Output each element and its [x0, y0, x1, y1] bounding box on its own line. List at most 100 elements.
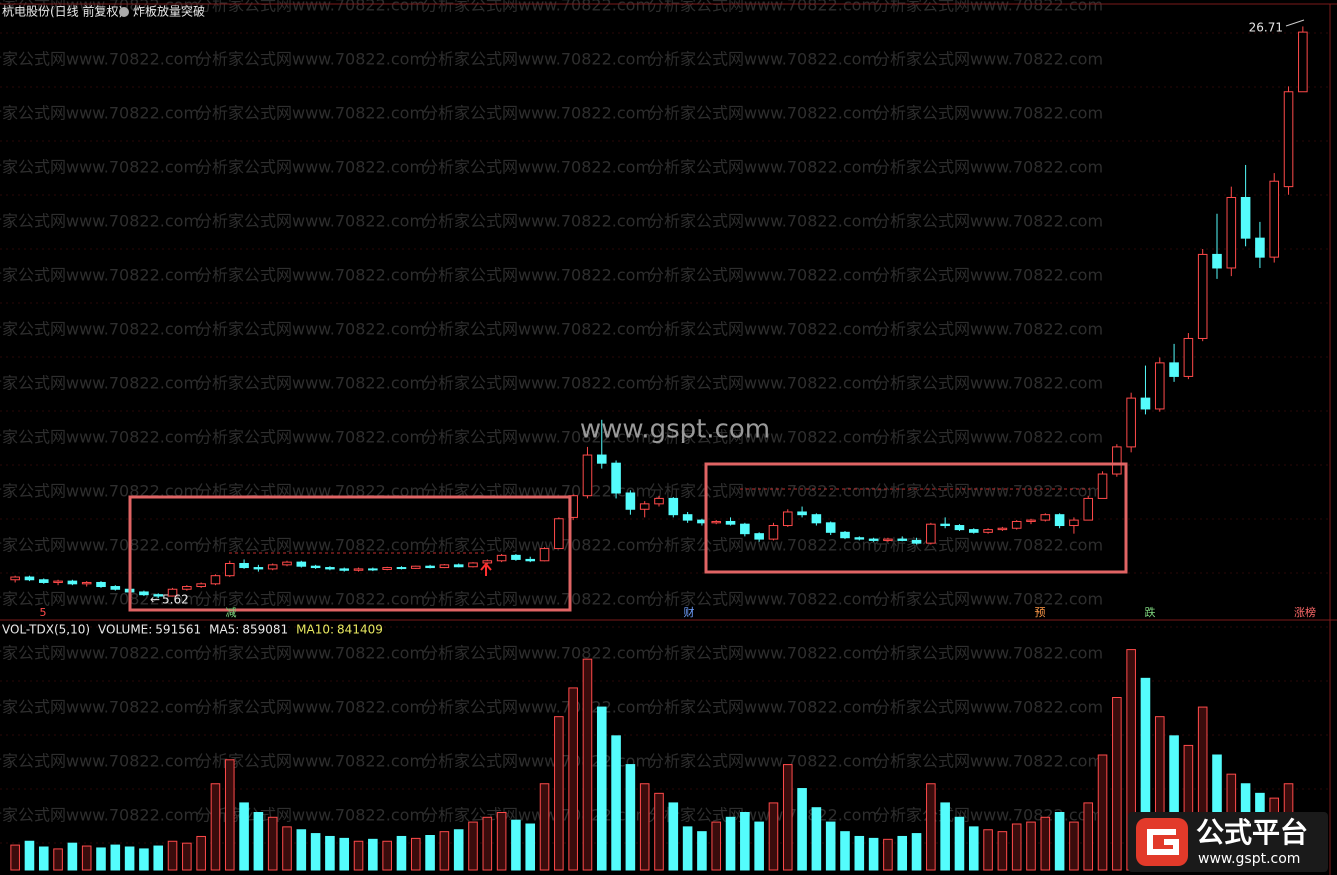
background-text: 分析家公式网www.70822.com	[422, 266, 651, 285]
candle-body	[596, 454, 607, 464]
volume-bar	[425, 835, 435, 871]
volume-bar	[611, 735, 621, 871]
volume-bar	[911, 833, 922, 871]
volume-bar	[811, 807, 822, 871]
background-text: 分析家公式网www.70822.com	[422, 104, 651, 123]
background-text: 分析家公式网www.70822.com	[648, 590, 877, 609]
candle-body	[911, 539, 922, 544]
volume-bar	[697, 831, 707, 871]
background-text: 分析家公式网www.70822.com	[196, 536, 425, 555]
candle-body	[611, 462, 621, 494]
volume-bar	[482, 816, 493, 871]
candle-body	[740, 523, 750, 535]
volume-bar	[782, 764, 793, 871]
volume-bar	[1054, 812, 1065, 871]
volume-bar	[67, 842, 78, 871]
background-text: 分析家公式网www.70822.com	[874, 0, 1103, 15]
candle-body	[868, 538, 879, 541]
background-text: 分析家公式网www.70822.com	[874, 752, 1103, 771]
candle-body	[511, 554, 521, 560]
volume-bar	[668, 802, 679, 871]
candle-body	[410, 565, 421, 569]
volume-bar	[224, 759, 235, 871]
background-text: 分析家公式网www.70822.com	[422, 752, 651, 771]
volume-bar	[468, 821, 478, 871]
background-text: 分析家公式网www.70822.com	[0, 266, 199, 285]
candle-body	[1212, 253, 1222, 269]
candle-body	[1126, 397, 1136, 448]
background-text: 分析家公式网www.70822.com	[422, 0, 651, 15]
min-label: 5.62	[162, 593, 189, 607]
candle-body	[711, 520, 722, 524]
volume-bar	[854, 835, 865, 871]
volume-bar	[410, 837, 421, 871]
volume-name: VOL-TDX(5,10)	[2, 623, 90, 637]
background-text: 分析家公式网www.70822.com	[0, 590, 199, 609]
volume-bar	[554, 716, 564, 871]
volume-bar	[1026, 821, 1036, 871]
watermark: www.gspt.com	[580, 415, 770, 445]
logo-glyph	[1147, 829, 1179, 855]
background-text: 分析家公式网www.70822.com	[874, 104, 1103, 123]
candle-body	[1140, 397, 1151, 410]
volume-bar	[38, 846, 49, 871]
volume-bar	[496, 812, 507, 871]
candle-body	[167, 588, 178, 597]
max-pointer	[1285, 19, 1305, 27]
candle-body	[453, 564, 464, 568]
candle-body	[1169, 362, 1179, 377]
candle-body	[539, 548, 550, 562]
volume-bar	[325, 835, 335, 871]
logo-url: www.gspt.com	[1198, 851, 1300, 867]
background-text: 分析家公式网www.70822.com	[422, 644, 651, 663]
formula-icon	[119, 7, 129, 17]
volume-bar	[625, 764, 636, 871]
candle-body	[282, 561, 292, 566]
candle-body	[997, 527, 1008, 531]
volume-bar	[253, 812, 264, 871]
background-text: 分析家公式网www.70822.com	[874, 536, 1103, 555]
volume-bar	[110, 844, 121, 871]
volume-bar	[53, 848, 63, 871]
candle-body	[811, 514, 822, 524]
signal-arrow	[480, 562, 492, 576]
candle-body	[1154, 362, 1165, 410]
candle-body	[38, 579, 49, 583]
candle-body	[339, 568, 350, 571]
candle-body	[1255, 237, 1265, 258]
volume-bar	[768, 802, 779, 871]
candle-body	[1083, 497, 1094, 521]
background-text: 分析家公式网www.70822.com	[648, 0, 877, 15]
candle-body	[24, 576, 35, 581]
background-text: 分析家公式网www.70822.com	[422, 158, 651, 177]
background-text: 分析家公式网www.70822.com	[648, 698, 877, 717]
candle-body	[840, 531, 850, 539]
volume-bar	[983, 829, 993, 871]
candle-body	[639, 503, 650, 510]
background-text: 分析家公式网www.70822.com	[648, 266, 877, 285]
volume-bar	[182, 842, 192, 871]
background-text: 分析家公式网www.70822.com	[874, 644, 1103, 663]
volume-item-label: VOLUME:	[98, 623, 152, 637]
volume-bar	[639, 783, 650, 871]
background-text: 分析家公式网www.70822.com	[874, 482, 1103, 501]
highlight-box	[128, 495, 572, 612]
volume-bar	[1112, 697, 1122, 871]
volume-bar	[940, 802, 950, 871]
candle-body	[625, 492, 636, 510]
background-text: 分析家公式网www.70822.com	[648, 482, 877, 501]
background-text: 分析家公式网www.70822.com	[874, 50, 1103, 69]
background-text: 分析家公式网www.70822.com	[422, 428, 651, 447]
highlight-box	[704, 462, 1128, 574]
background-text: 分析家公式网www.70822.com	[648, 374, 877, 393]
candle-body	[940, 523, 950, 527]
volume-bar	[396, 835, 407, 871]
candle-body	[668, 497, 679, 516]
background-text: 分析家公式网www.70822.com	[874, 374, 1103, 393]
background-text: 分析家公式网www.70822.com	[196, 104, 425, 123]
background-text: 分析家公式网www.70822.com	[196, 590, 425, 609]
volume-bar	[725, 816, 736, 871]
event-marker: 跌	[1145, 605, 1156, 619]
candle-body	[1054, 514, 1065, 527]
logo: 公式平台 www.gspt.com	[1128, 812, 1328, 872]
